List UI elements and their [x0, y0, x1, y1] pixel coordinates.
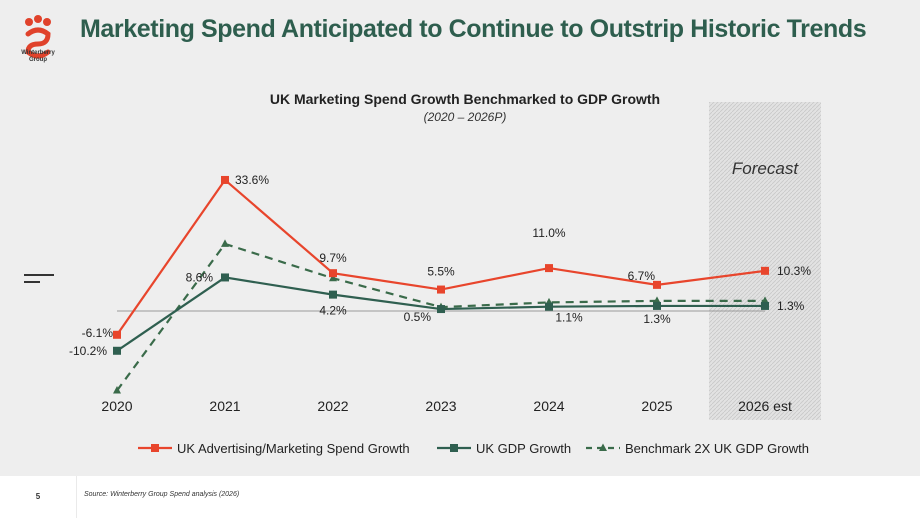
chart-title: UK Marketing Spend Growth Benchmarked to…	[270, 91, 660, 107]
gdp-point	[653, 301, 661, 310]
legend-label: UK GDP Growth	[476, 441, 571, 456]
x-tick-label: 2022	[317, 398, 348, 414]
page-title: Marketing Spend Anticipated to Continue …	[80, 15, 867, 43]
winterberry-logo	[25, 15, 51, 59]
spend-point	[221, 175, 229, 184]
benchmark-point	[113, 386, 121, 394]
gdp-data-label: 1.3%	[643, 312, 671, 326]
page-number: 5	[0, 476, 77, 518]
gdp-point	[437, 305, 445, 314]
gdp-data-label: 8.6%	[186, 270, 214, 284]
spend-point	[437, 285, 445, 294]
benchmark-point	[221, 239, 229, 247]
gdp-point	[329, 290, 337, 299]
legend-label: UK Advertising/Marketing Spend Growth	[177, 441, 410, 456]
spend-data-label: -6.1%	[82, 326, 114, 340]
legend-item-spend: UK Advertising/Marketing Spend Growth	[138, 441, 410, 456]
legend-item-benchmark: Benchmark 2X UK GDP Growth	[586, 441, 809, 456]
spend-point	[329, 269, 337, 278]
x-tick-label: 2023	[425, 398, 456, 414]
spend-data-label: 9.7%	[319, 251, 347, 265]
gdp-point	[545, 302, 553, 311]
spend-data-label: 10.3%	[777, 264, 811, 278]
legend-label: Benchmark 2X UK GDP Growth	[625, 441, 809, 456]
gdp-data-label: 1.1%	[555, 311, 583, 325]
benchmark-point	[329, 273, 337, 282]
x-tick-label: 2021	[209, 398, 240, 414]
chart-subtitle: (2020 – 2026P)	[424, 110, 507, 124]
spend-data-label: 5.5%	[427, 265, 455, 279]
gdp-data-label: -10.2%	[69, 344, 107, 358]
gdp-data-label: 1.3%	[777, 299, 805, 313]
spend-data-label: 33.6%	[235, 173, 269, 187]
footer	[0, 476, 920, 518]
menu-icon	[24, 274, 54, 288]
legend-swatch-marker	[151, 444, 159, 452]
line-chart: Forecast UK Marketing Spend Growth Bench…	[69, 91, 821, 456]
source-note: Source: Winterberry Group Spend analysis…	[84, 491, 240, 498]
spend-data-label: 6.7%	[628, 269, 656, 283]
spend-point	[545, 264, 553, 273]
legend-item-gdp: UK GDP Growth	[437, 441, 571, 456]
spend-point	[113, 330, 121, 339]
gdp-point	[113, 346, 121, 355]
spend-data-label: 11.0%	[532, 226, 565, 240]
forecast-region	[709, 102, 821, 420]
logo-text: Winterberry Group	[21, 50, 55, 63]
forecast-label: Forecast	[732, 159, 799, 178]
legend-swatch-marker	[450, 444, 458, 452]
x-tick-label: 2020	[101, 398, 132, 414]
legend-swatch-marker	[599, 443, 607, 451]
gdp-data-label: 4.2%	[319, 304, 347, 318]
gdp-point	[761, 301, 769, 310]
gdp-data-label: 0.5%	[404, 310, 432, 324]
spend-point	[761, 266, 769, 275]
gdp-point	[221, 273, 229, 282]
x-tick-label: 2025	[641, 398, 672, 414]
x-tick-label: 2024	[533, 398, 564, 414]
x-tick-label: 2026 est	[738, 398, 792, 414]
spend-point	[653, 280, 661, 289]
